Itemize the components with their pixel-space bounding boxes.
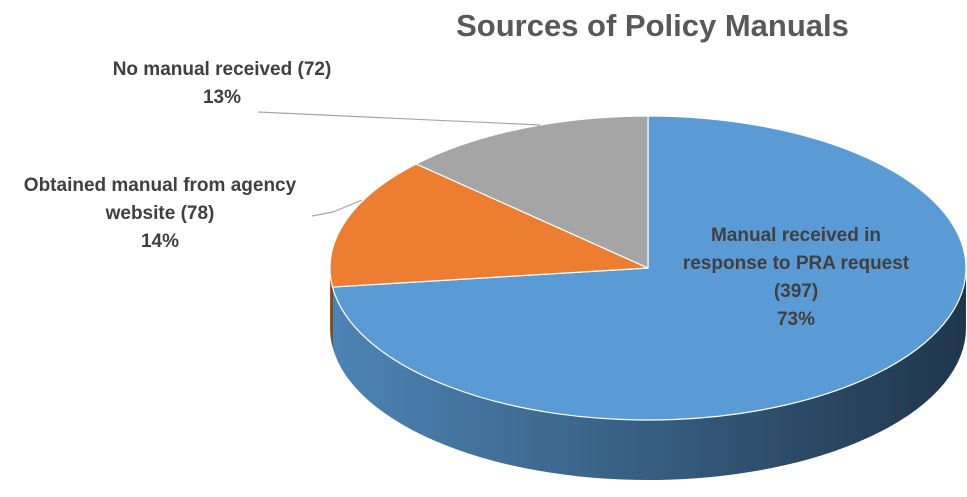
slice xyxy=(331,115,967,421)
category-label: Obtained manual from agency website (78) xyxy=(23,175,297,224)
leader-line xyxy=(311,199,363,217)
slice-side xyxy=(332,268,966,480)
category-label: Manual received in response to PRA reque… xyxy=(682,225,910,302)
data-label: Manual received in response to PRA reque… xyxy=(680,222,912,334)
pie xyxy=(329,115,967,480)
slice xyxy=(329,163,649,288)
value-label: 13% xyxy=(202,87,242,108)
data-label: Obtained manual from agency website (78)… xyxy=(0,172,320,256)
slice-side xyxy=(330,268,333,348)
data-label: No manual received (72) 13% xyxy=(72,56,372,112)
value-label: 73% xyxy=(776,309,816,330)
leader-line xyxy=(257,111,541,126)
category-label: No manual received (72) xyxy=(112,59,332,80)
value-label: 14% xyxy=(140,231,180,252)
slice xyxy=(414,115,649,269)
chart-title: Sources of Policy Manuals xyxy=(456,8,849,43)
